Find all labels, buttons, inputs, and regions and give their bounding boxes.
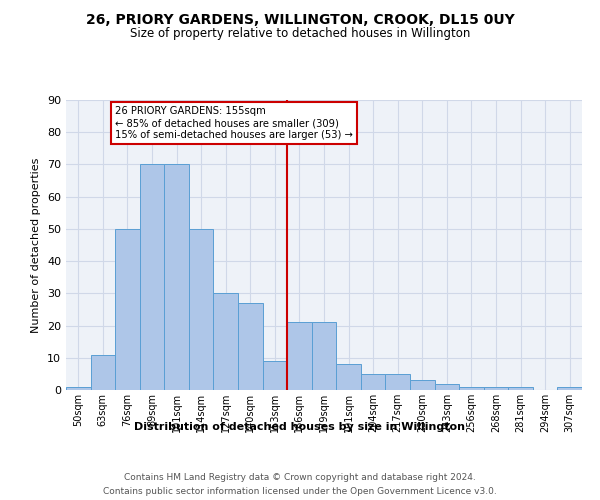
Bar bbox=[287, 322, 312, 390]
Bar bbox=[336, 364, 361, 390]
Bar bbox=[434, 384, 459, 390]
Bar bbox=[385, 374, 410, 390]
Y-axis label: Number of detached properties: Number of detached properties bbox=[31, 158, 41, 332]
Bar bbox=[484, 387, 508, 390]
Bar bbox=[410, 380, 434, 390]
Bar bbox=[557, 387, 582, 390]
Bar bbox=[214, 294, 238, 390]
Bar bbox=[508, 387, 533, 390]
Bar bbox=[140, 164, 164, 390]
Bar bbox=[361, 374, 385, 390]
Bar bbox=[263, 361, 287, 390]
Bar bbox=[238, 303, 263, 390]
Text: Size of property relative to detached houses in Willington: Size of property relative to detached ho… bbox=[130, 28, 470, 40]
Text: Contains public sector information licensed under the Open Government Licence v3: Contains public sector information licen… bbox=[103, 488, 497, 496]
Text: 26, PRIORY GARDENS, WILLINGTON, CROOK, DL15 0UY: 26, PRIORY GARDENS, WILLINGTON, CROOK, D… bbox=[86, 12, 514, 26]
Bar bbox=[91, 354, 115, 390]
Text: 26 PRIORY GARDENS: 155sqm
← 85% of detached houses are smaller (309)
15% of semi: 26 PRIORY GARDENS: 155sqm ← 85% of detac… bbox=[115, 106, 353, 140]
Bar bbox=[189, 229, 214, 390]
Text: Distribution of detached houses by size in Willington: Distribution of detached houses by size … bbox=[134, 422, 466, 432]
Bar bbox=[459, 387, 484, 390]
Bar bbox=[66, 387, 91, 390]
Text: Contains HM Land Registry data © Crown copyright and database right 2024.: Contains HM Land Registry data © Crown c… bbox=[124, 472, 476, 482]
Bar bbox=[115, 229, 140, 390]
Bar bbox=[312, 322, 336, 390]
Bar bbox=[164, 164, 189, 390]
